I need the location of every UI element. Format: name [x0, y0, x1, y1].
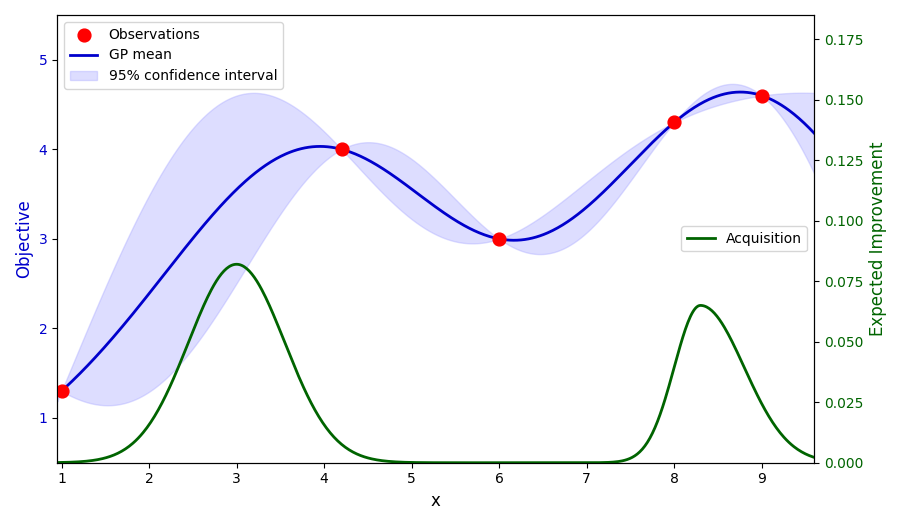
Acquisition	[809, 454, 820, 460]
Line: Acquisition: Acquisition	[57, 264, 815, 463]
GP mean	[51, 392, 62, 398]
GP mean	[498, 236, 509, 243]
Acquisition	[499, 459, 510, 466]
Observations	[667, 118, 681, 127]
Acquisition	[395, 459, 406, 465]
Line: GP mean: GP mean	[57, 92, 815, 395]
GP mean	[621, 165, 632, 171]
Acquisition	[248, 272, 259, 279]
GP mean	[557, 222, 568, 228]
Acquisition	[624, 455, 635, 461]
Observations	[335, 145, 349, 153]
GP mean	[394, 177, 405, 183]
Observations	[754, 91, 769, 100]
Acquisition	[51, 459, 62, 466]
GP mean	[186, 237, 197, 244]
Observations	[54, 387, 69, 395]
Acquisition	[231, 261, 242, 267]
GP mean	[246, 173, 257, 179]
Y-axis label: Objective: Objective	[15, 200, 33, 278]
GP mean	[809, 130, 820, 136]
Acquisition	[186, 332, 197, 339]
GP mean	[735, 89, 746, 95]
X-axis label: x: x	[431, 492, 440, 510]
Acquisition	[560, 459, 571, 466]
Y-axis label: Expected Improvement: Expected Improvement	[869, 142, 887, 336]
Acquisition	[530, 459, 541, 466]
Legend: Acquisition: Acquisition	[681, 226, 807, 251]
Observations	[492, 235, 506, 243]
Legend: Observations, GP mean, 95% confidence interval: Observations, GP mean, 95% confidence in…	[64, 22, 282, 89]
